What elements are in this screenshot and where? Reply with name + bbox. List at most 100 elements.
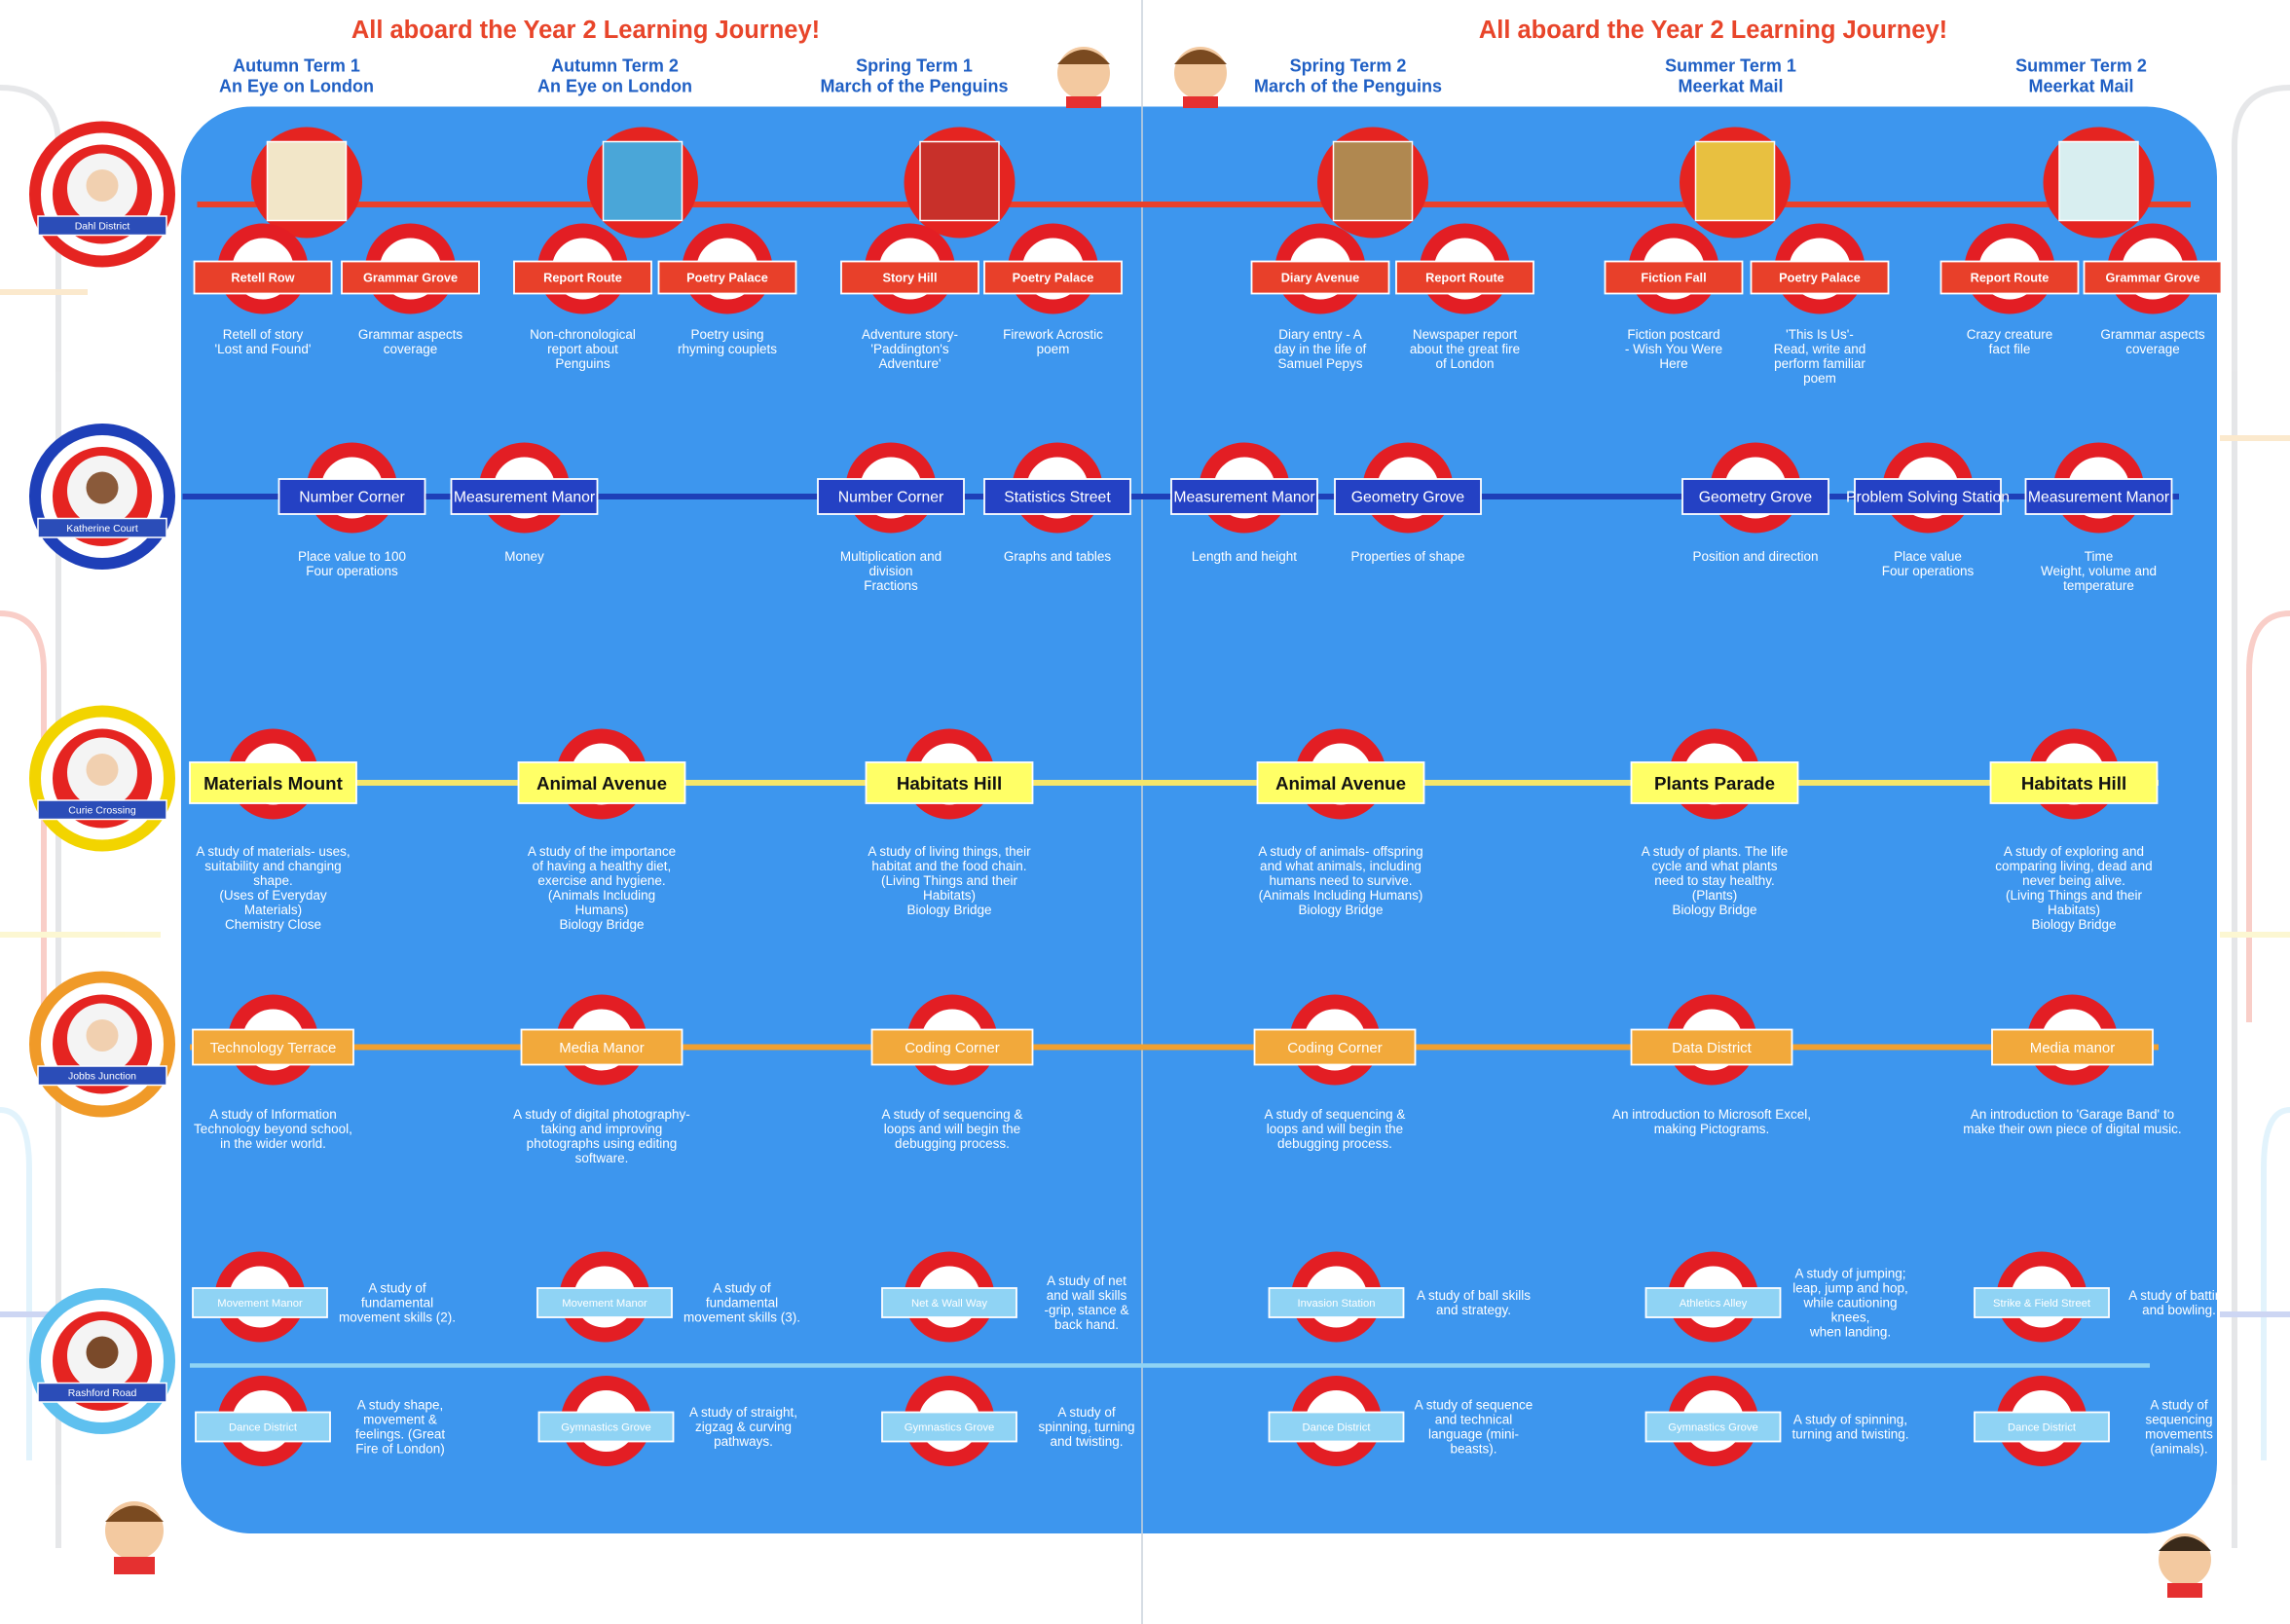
station-sign bbox=[450, 478, 599, 515]
description-box: Length and height bbox=[1192, 549, 1297, 564]
station-sign bbox=[520, 1028, 683, 1066]
station-sign bbox=[983, 478, 1131, 515]
station-name: Grammar Grove bbox=[2105, 271, 2199, 285]
station-name: Media Manor bbox=[559, 1040, 645, 1056]
station-sign bbox=[1334, 478, 1482, 515]
station-description: Newspaper report about the great fire of… bbox=[1409, 327, 1521, 372]
description-box: Non-chronological report about Penguins bbox=[530, 327, 636, 371]
station-description: A study of straight, zigzag & curving pa… bbox=[688, 1404, 798, 1450]
description-box: A study of sequencing & loops and will b… bbox=[1264, 1107, 1406, 1152]
station-name: Grammar Grove bbox=[363, 271, 458, 285]
station-name: Movement Manor bbox=[217, 1298, 303, 1310]
district-sign bbox=[37, 799, 167, 821]
station-sign bbox=[2024, 478, 2173, 515]
description-box: A study of batting and bowling. bbox=[2128, 1288, 2230, 1317]
station-sign bbox=[192, 1287, 328, 1318]
station-description: A study of the importance of having a he… bbox=[527, 844, 677, 933]
station-description: Adventure story- 'Paddington's Adventure… bbox=[861, 327, 959, 372]
station-sign bbox=[840, 260, 979, 295]
term-topic: An Eye on London bbox=[537, 77, 692, 96]
station-description: A study of sequence and technical langua… bbox=[1414, 1397, 1533, 1457]
station-description: Place value to 100 Four operations bbox=[297, 549, 407, 579]
station-sign bbox=[195, 1411, 331, 1443]
station-description: Poetry using rhyming couplets bbox=[677, 327, 778, 357]
district-face bbox=[86, 754, 119, 786]
station-sign bbox=[1854, 478, 2002, 515]
station-description: A study of jumping; leap, jump and hop, … bbox=[1792, 1266, 1908, 1340]
description-box: A study of straight, zigzag & curving pa… bbox=[688, 1404, 798, 1450]
station-name: Plants Parade bbox=[1654, 773, 1775, 794]
district-name: Jobbs Junction bbox=[68, 1071, 136, 1083]
book-cover bbox=[1694, 140, 1776, 222]
station-sign bbox=[1250, 260, 1390, 295]
description-box: Newspaper report about the great fire of… bbox=[1409, 327, 1521, 372]
term-name: Summer Term 2 bbox=[2015, 56, 2147, 76]
station-name: Coding Corner bbox=[1287, 1040, 1383, 1056]
station-description: A study of ball skills and strategy. bbox=[1416, 1287, 1532, 1317]
station-name: Technology Terrace bbox=[210, 1040, 337, 1056]
book-cover bbox=[266, 140, 348, 222]
description-box: 'This Is Us'- Read, write and perform fa… bbox=[1774, 327, 1866, 386]
station-description: Diary entry - A day in the life of Samue… bbox=[1274, 327, 1367, 372]
station-name: Gymnastics Grove bbox=[1668, 1422, 1758, 1434]
station-sign bbox=[1989, 761, 2159, 804]
station-description: Place value Four operations bbox=[1881, 549, 1975, 579]
station-sign bbox=[1681, 478, 1829, 515]
station-sign bbox=[537, 1411, 675, 1443]
station-name: Measurement Manor bbox=[2028, 490, 2169, 506]
station-sign bbox=[1644, 1287, 1782, 1318]
description-box: A study of digital photography- taking a… bbox=[513, 1107, 690, 1165]
station-sign bbox=[1991, 1028, 2154, 1066]
station-sign bbox=[1268, 1287, 1405, 1318]
station-sign bbox=[1395, 260, 1534, 295]
station-sign bbox=[1939, 260, 2080, 295]
station-sign bbox=[189, 761, 357, 804]
station-description: A study of sequencing & loops and will b… bbox=[1264, 1107, 1406, 1152]
description-box: Fiction postcard - Wish You Were Here bbox=[1625, 327, 1722, 371]
station-description: A study of fundamental movement skills (… bbox=[683, 1280, 800, 1325]
description-box: A study of spinning, turning and twistin… bbox=[1791, 1412, 1908, 1441]
description-box: Money bbox=[504, 549, 544, 564]
station-description: An introduction to 'Garage Band' to make… bbox=[1963, 1107, 2182, 1137]
description-box: Place value Four operations bbox=[1881, 549, 1975, 579]
station-name: Number Corner bbox=[838, 490, 944, 506]
station-description: Retell of story 'Lost and Found' bbox=[214, 327, 312, 357]
station-sign bbox=[865, 761, 1034, 804]
description-box: A study of the importance of having a he… bbox=[527, 844, 677, 933]
station-description: A study shape, movement & feelings. (Gre… bbox=[354, 1397, 446, 1457]
term-topic: March of the Penguins bbox=[820, 77, 1008, 96]
term-name: Spring Term 2 bbox=[1290, 56, 1407, 76]
station-name: Diary Avenue bbox=[1281, 271, 1360, 285]
description-box: A study of net and wall skills -grip, st… bbox=[1044, 1273, 1128, 1332]
station-sign bbox=[2083, 260, 2223, 295]
station-name: Coding Corner bbox=[905, 1040, 1000, 1056]
station-name: Story Hill bbox=[883, 271, 938, 285]
term-topic: March of the Penguins bbox=[1254, 77, 1442, 96]
term-topic: An Eye on London bbox=[219, 77, 374, 96]
description-box: A study of living things, their habitat … bbox=[868, 844, 1030, 917]
station-description: Time Weight, volume and temperature bbox=[2040, 549, 2158, 594]
station-description: A study of sequencing movements (animals… bbox=[2145, 1397, 2213, 1457]
station-sign bbox=[870, 1028, 1034, 1066]
term-name: Autumn Term 1 bbox=[233, 56, 360, 76]
district-face bbox=[86, 471, 119, 504]
station-sign bbox=[1170, 478, 1318, 515]
description-box: Grammar aspects coverage bbox=[358, 327, 462, 356]
description-box: Retell of story 'Lost and Found' bbox=[214, 327, 312, 357]
district-name: Curie Crossing bbox=[68, 805, 136, 817]
description-box: Firework Acrostic poem bbox=[1003, 327, 1103, 356]
station-sign bbox=[1630, 1028, 1793, 1066]
station-name: Dance District bbox=[229, 1422, 298, 1434]
map-panel bbox=[181, 106, 2217, 1533]
station-name: Materials Mount bbox=[203, 773, 343, 794]
station-description: Graphs and tables bbox=[1003, 549, 1112, 564]
station-description: Position and direction bbox=[1692, 549, 1819, 564]
description-box: A study of ball skills and strategy. bbox=[1416, 1287, 1532, 1317]
station-description: A study of spinning, turning and twistin… bbox=[1038, 1404, 1135, 1450]
station-name: Net & Wall Way bbox=[911, 1298, 987, 1310]
station-sign bbox=[881, 1411, 1017, 1443]
description-box: Properties of shape bbox=[1350, 549, 1464, 564]
station-sign bbox=[881, 1287, 1017, 1318]
station-description: A study of Information Technology beyond… bbox=[194, 1107, 352, 1152]
